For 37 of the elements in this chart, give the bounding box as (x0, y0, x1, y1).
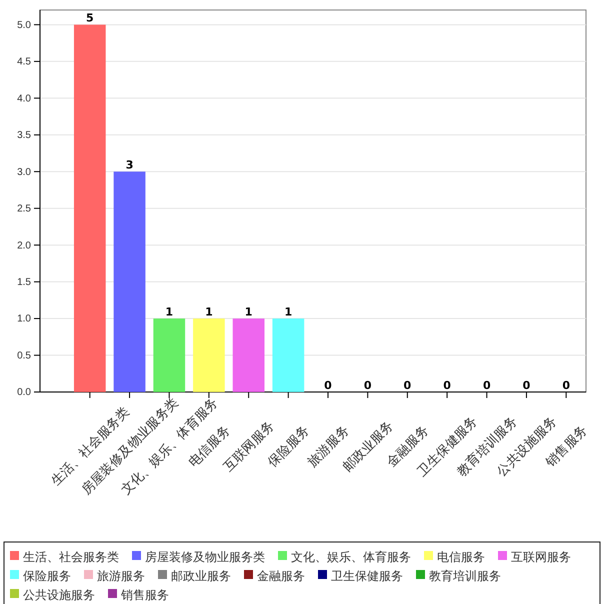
data-label: 0 (443, 379, 452, 392)
legend-label: 保险服务 (23, 569, 71, 583)
data-label: 1 (284, 306, 292, 319)
y-tick-label: 3.5 (17, 130, 32, 142)
y-tick-label: 4.0 (17, 93, 32, 104)
legend-label: 金融服务 (257, 569, 305, 583)
y-tick-label: 3.0 (17, 166, 32, 178)
data-label: 1 (165, 306, 174, 319)
data-label: 1 (205, 306, 213, 319)
y-tick-label: 0.5 (17, 350, 32, 362)
legend-label: 文化、娱乐、体育服务 (291, 550, 411, 564)
legend-label: 房屋装修及物业服务类 (145, 550, 265, 564)
data-label: 0 (364, 379, 372, 392)
data-label: 0 (562, 379, 570, 392)
legend-label: 销售服务 (120, 588, 169, 602)
y-tick-label: 1.5 (17, 277, 32, 288)
data-label: 0 (324, 379, 332, 392)
y-tick-label: 1.0 (17, 314, 32, 325)
y-tick-label: 4.5 (17, 56, 32, 68)
legend-label: 公共设施服务 (23, 588, 95, 602)
data-label: 5 (86, 12, 94, 25)
data-label: 3 (126, 158, 134, 172)
y-tick-label: 2.0 (17, 240, 32, 252)
legend-label: 互联网服务 (511, 550, 571, 564)
legend-label: 生活、社会服务类 (23, 550, 119, 564)
data-label: 1 (244, 306, 252, 319)
y-tick-label: 5.0 (17, 20, 32, 31)
legend-label: 教育培训服务 (429, 569, 501, 583)
data-label: 0 (522, 379, 531, 392)
y-tick-label: 0.0 (17, 387, 32, 398)
data-label: 0 (404, 379, 412, 392)
legend-label: 邮政业服务 (171, 569, 231, 583)
y-tick-label: 2.5 (17, 204, 32, 215)
legend-label: 旅游服务 (97, 569, 145, 583)
data-label: 0 (482, 379, 491, 392)
legend-label: 卫生保健服务 (331, 569, 403, 583)
legend-label: 电信服务 (437, 550, 485, 564)
